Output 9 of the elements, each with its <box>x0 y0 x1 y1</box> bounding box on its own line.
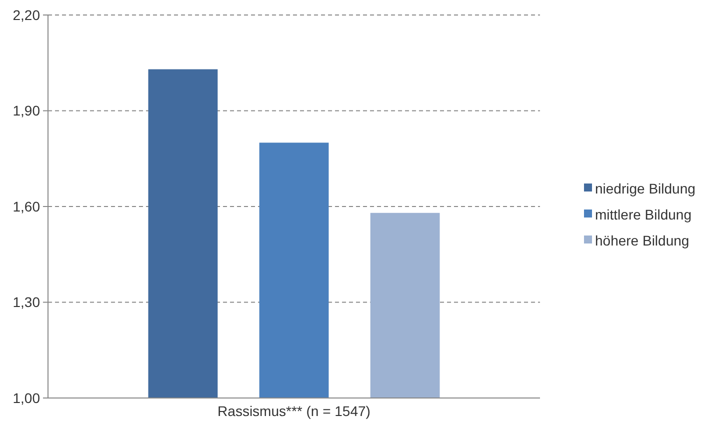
y-tick-label: 1,60 <box>12 198 40 214</box>
x-tick-label: Rassismus*** (n = 1547) <box>218 403 370 419</box>
y-tick-label: 1,30 <box>12 294 40 310</box>
y-tick-label: 2,20 <box>12 6 40 23</box>
y-tick-label: 1,00 <box>12 390 40 406</box>
legend-label: mittlere Bildung <box>595 206 692 222</box>
legend-label: höhere Bildung <box>595 232 690 248</box>
y-tick-label: 1,90 <box>12 102 40 119</box>
legend-label: niedrige Bildung <box>595 180 696 196</box>
